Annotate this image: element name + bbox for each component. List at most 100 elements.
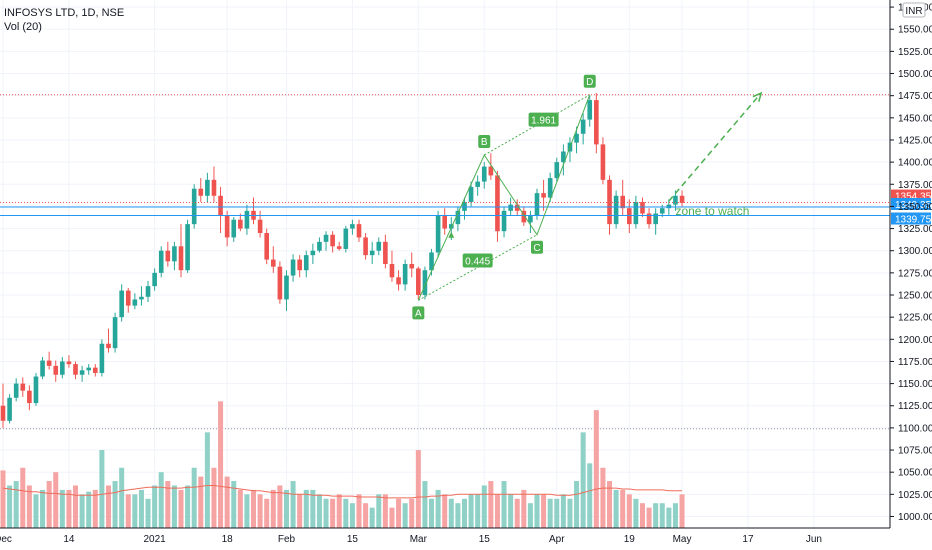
volume-bar bbox=[679, 494, 685, 528]
time-tick-label: 18 bbox=[222, 534, 234, 545]
candle-body bbox=[60, 361, 65, 375]
candle-body bbox=[73, 364, 78, 375]
candle-body bbox=[350, 224, 355, 229]
price-tick-label: 1150.00 bbox=[898, 379, 932, 390]
time-axis[interactable]: Dec 14 2021 18 Feb 15 Mar 15 Apr 19 May 17 Jun bbox=[0, 527, 890, 545]
candle-body bbox=[244, 210, 250, 229]
volume-bar bbox=[646, 507, 652, 528]
volume-bar bbox=[66, 489, 72, 528]
candle-body bbox=[264, 232, 270, 260]
volume-bar bbox=[237, 489, 243, 528]
candle-body bbox=[448, 224, 454, 229]
volume-bar bbox=[442, 494, 448, 528]
candle-body bbox=[218, 195, 223, 216]
volume-bar bbox=[396, 498, 402, 528]
candle-body bbox=[79, 370, 85, 375]
volume-bar bbox=[356, 494, 362, 528]
volume-bar bbox=[244, 494, 250, 528]
price-tick-label: 1100.00 bbox=[898, 423, 932, 434]
volume-bar bbox=[178, 489, 184, 528]
candle-body bbox=[666, 204, 672, 209]
volume-bar bbox=[494, 494, 500, 528]
level-price-tag bbox=[891, 212, 931, 225]
candle-body bbox=[514, 204, 520, 211]
volume-bar bbox=[666, 507, 672, 528]
volume-bar bbox=[560, 494, 566, 528]
candle-body bbox=[336, 246, 342, 249]
candle-body bbox=[343, 228, 349, 249]
volume-bar bbox=[7, 485, 13, 528]
price-tick-label: 1050.00 bbox=[898, 468, 932, 479]
volume-bar bbox=[448, 498, 454, 528]
volume-bar bbox=[171, 485, 177, 528]
price-tick-label: 1475.00 bbox=[898, 91, 932, 102]
volume-bar bbox=[468, 494, 474, 528]
time-tick-label: Mar bbox=[410, 534, 428, 545]
price-tick-label: 1350.00 bbox=[898, 202, 932, 213]
ratio-label: 0.445 bbox=[465, 256, 490, 267]
volume-bar bbox=[79, 494, 85, 528]
price-tick-label: 1325.00 bbox=[898, 224, 932, 235]
candle-body bbox=[231, 219, 237, 238]
volume-bar bbox=[125, 494, 131, 528]
candle-body bbox=[376, 241, 382, 251]
volume-bar bbox=[330, 498, 336, 528]
candle-body bbox=[481, 166, 487, 182]
volume-bar bbox=[580, 432, 586, 528]
candle-body bbox=[185, 224, 190, 271]
volume-bar bbox=[251, 489, 257, 528]
volume-bar bbox=[145, 498, 151, 528]
candle-body bbox=[86, 367, 92, 371]
volume-bar bbox=[158, 472, 164, 528]
volume-bar bbox=[574, 481, 580, 528]
candle-body bbox=[640, 201, 645, 214]
price-tick-label: 1025.00 bbox=[898, 490, 932, 501]
volume-bar bbox=[185, 485, 191, 528]
candle-body bbox=[145, 286, 151, 297]
candle-body bbox=[284, 275, 289, 300]
volume-bar bbox=[521, 489, 527, 528]
price-axis[interactable]: 1000.00 1025.00 1050.00 1075.00 1100.00 1125.… bbox=[889, 0, 932, 528]
candle-body bbox=[402, 264, 408, 285]
volume-bar bbox=[343, 498, 349, 528]
candle-body bbox=[330, 234, 335, 247]
level-price-tag bbox=[891, 197, 931, 210]
candle-body bbox=[139, 296, 144, 300]
candle-body bbox=[626, 208, 632, 225]
volume-bar bbox=[270, 489, 276, 528]
volume-bar bbox=[534, 494, 540, 528]
volume-bar bbox=[541, 494, 547, 528]
volume-bar bbox=[415, 450, 421, 528]
volume-bar bbox=[475, 494, 481, 528]
volume-bar bbox=[422, 481, 428, 528]
volume-bar bbox=[501, 481, 507, 528]
ratio-tag bbox=[528, 112, 559, 127]
volume-bar bbox=[672, 503, 678, 528]
candle-body bbox=[416, 268, 421, 296]
price-tick-label: 1275.00 bbox=[898, 268, 932, 279]
volume-bar bbox=[607, 481, 613, 528]
candle-body bbox=[40, 360, 45, 377]
candle-body bbox=[205, 179, 210, 196]
time-tick-label: Dec bbox=[0, 534, 12, 545]
ratio-tag bbox=[462, 253, 493, 268]
volume-bar bbox=[211, 467, 217, 528]
currency-badge[interactable] bbox=[902, 2, 926, 18]
volume-bar bbox=[659, 503, 665, 528]
volume-bar bbox=[429, 498, 435, 528]
level-price-label: 1339.75 bbox=[895, 214, 932, 225]
price-tick-label: 1175.00 bbox=[898, 357, 932, 368]
volume-bar bbox=[633, 498, 639, 528]
volume-bar bbox=[73, 485, 79, 528]
volume-bar bbox=[204, 432, 210, 528]
pattern-point-label: D bbox=[586, 77, 593, 88]
projection-arrow-line bbox=[668, 92, 762, 202]
pattern-point-tag bbox=[478, 135, 491, 149]
candle-body bbox=[7, 397, 12, 421]
price-tick-label: 1200.00 bbox=[898, 335, 932, 346]
volume-bar bbox=[132, 494, 138, 528]
volume-bar bbox=[112, 481, 118, 528]
price-tick-label: 1000.00 bbox=[898, 512, 932, 523]
